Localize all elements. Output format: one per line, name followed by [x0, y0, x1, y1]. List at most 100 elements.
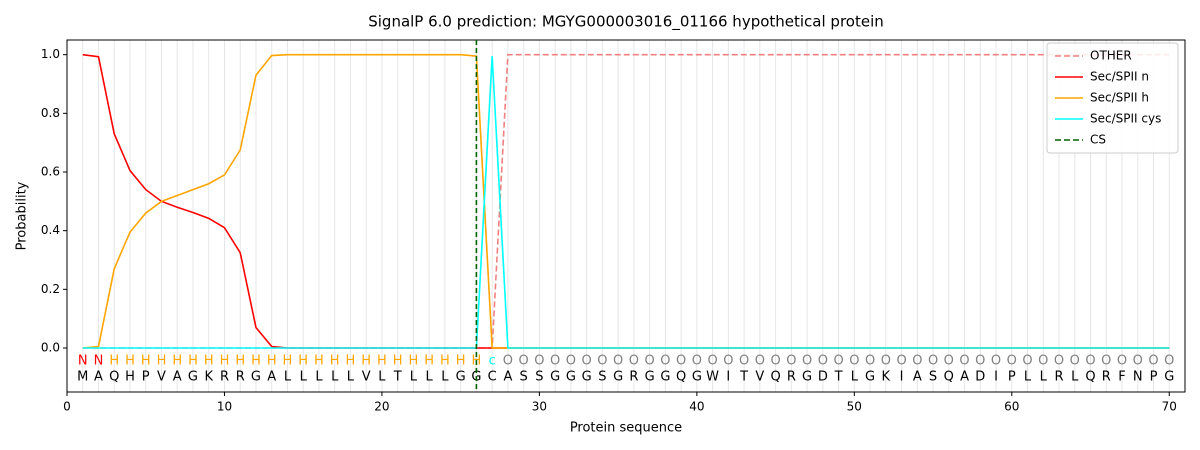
- residue: I: [900, 370, 904, 385]
- series-line: [82, 56, 1170, 349]
- region-label: O: [613, 354, 623, 369]
- x-tick-label: 10: [217, 400, 232, 414]
- region-label: O: [676, 354, 686, 369]
- residue: L: [284, 370, 292, 385]
- residue: I: [726, 370, 730, 385]
- series-line: [82, 53, 1170, 349]
- region-label: H: [109, 354, 119, 369]
- residue: L: [441, 370, 449, 385]
- region-label: O: [786, 354, 796, 369]
- residue: L: [851, 370, 859, 385]
- residue: N: [1133, 370, 1143, 385]
- region-label: O: [519, 354, 529, 369]
- region-label: O: [1054, 354, 1064, 369]
- legend-label: CS: [1090, 133, 1106, 147]
- region-label: H: [251, 354, 261, 369]
- x-tick-label: 30: [532, 400, 547, 414]
- region-label: H: [377, 354, 387, 369]
- region-label: H: [204, 354, 214, 369]
- residue: S: [535, 370, 543, 385]
- residue: L: [378, 370, 386, 385]
- region-label: O: [912, 354, 922, 369]
- region-label: O: [597, 354, 607, 369]
- region-label: O: [928, 354, 938, 369]
- residue: Q: [1085, 370, 1095, 385]
- region-label: O: [503, 354, 513, 369]
- residue: P: [1008, 370, 1016, 385]
- residue: L: [331, 370, 339, 385]
- residue: G: [582, 370, 592, 385]
- residue: D: [818, 370, 828, 385]
- region-label: O: [818, 354, 828, 369]
- residue: L: [410, 370, 418, 385]
- residue: R: [220, 370, 229, 385]
- residue: G: [660, 370, 670, 385]
- legend-label: Sec/SPII h: [1090, 91, 1149, 105]
- region-label: H: [235, 354, 245, 369]
- region-label: O: [707, 354, 717, 369]
- residue: A: [267, 370, 276, 385]
- region-label: O: [944, 354, 954, 369]
- residue: R: [787, 370, 796, 385]
- residue: R: [629, 370, 638, 385]
- residue: Q: [109, 370, 119, 385]
- residue: A: [960, 370, 969, 385]
- residue: D: [975, 370, 985, 385]
- region-label: H: [125, 354, 135, 369]
- region-label: O: [582, 354, 592, 369]
- x-tick-label: 70: [1162, 400, 1177, 414]
- residue: T: [834, 370, 843, 385]
- residue: A: [503, 370, 512, 385]
- residue: G: [550, 370, 560, 385]
- residue: I: [994, 370, 998, 385]
- region-label: O: [1022, 354, 1032, 369]
- residue: F: [1118, 370, 1125, 385]
- residue: L: [1071, 370, 1079, 385]
- y-tick-label: 0.0: [41, 341, 60, 355]
- legend-label: OTHER: [1090, 49, 1132, 63]
- y-tick-label: 0.8: [41, 106, 60, 120]
- region-label: O: [991, 354, 1001, 369]
- residue: W: [706, 370, 719, 385]
- residue: S: [929, 370, 937, 385]
- region-label: H: [456, 354, 466, 369]
- region-label: O: [1133, 354, 1143, 369]
- residue: G: [865, 370, 875, 385]
- region-label: N: [94, 354, 104, 369]
- region-label: O: [1085, 354, 1095, 369]
- x-tick-label: 40: [689, 400, 704, 414]
- residue: G: [613, 370, 623, 385]
- region-label: H: [141, 354, 151, 369]
- residue: G: [692, 370, 702, 385]
- residue: R: [236, 370, 245, 385]
- legend-box: [1046, 42, 1179, 154]
- residue: G: [645, 370, 655, 385]
- region-label: O: [739, 354, 749, 369]
- residue: S: [520, 370, 528, 385]
- residue: G: [1164, 370, 1174, 385]
- region-label: O: [534, 354, 544, 369]
- y-tick-label: 1.0: [41, 47, 60, 61]
- region-label: H: [330, 354, 340, 369]
- residue: A: [913, 370, 922, 385]
- y-tick-label: 0.6: [41, 165, 60, 179]
- region-label: H: [188, 354, 198, 369]
- region-label: O: [881, 354, 891, 369]
- region-label: O: [1117, 354, 1127, 369]
- region-label: O: [959, 354, 969, 369]
- residue: Q: [944, 370, 954, 385]
- region-label: H: [346, 354, 356, 369]
- region-label: O: [1101, 354, 1111, 369]
- region-label: H: [157, 354, 167, 369]
- region-label: O: [660, 354, 670, 369]
- region-label: O: [770, 354, 780, 369]
- residue: V: [362, 370, 371, 385]
- residue: V: [157, 370, 166, 385]
- residue: G: [802, 370, 812, 385]
- residue: A: [94, 370, 103, 385]
- residue: T: [393, 370, 402, 385]
- y-tick-label: 0.2: [41, 282, 60, 296]
- legend-label: Sec/SPII cys: [1090, 112, 1161, 126]
- region-label: H: [409, 354, 419, 369]
- region-label: N: [78, 354, 88, 369]
